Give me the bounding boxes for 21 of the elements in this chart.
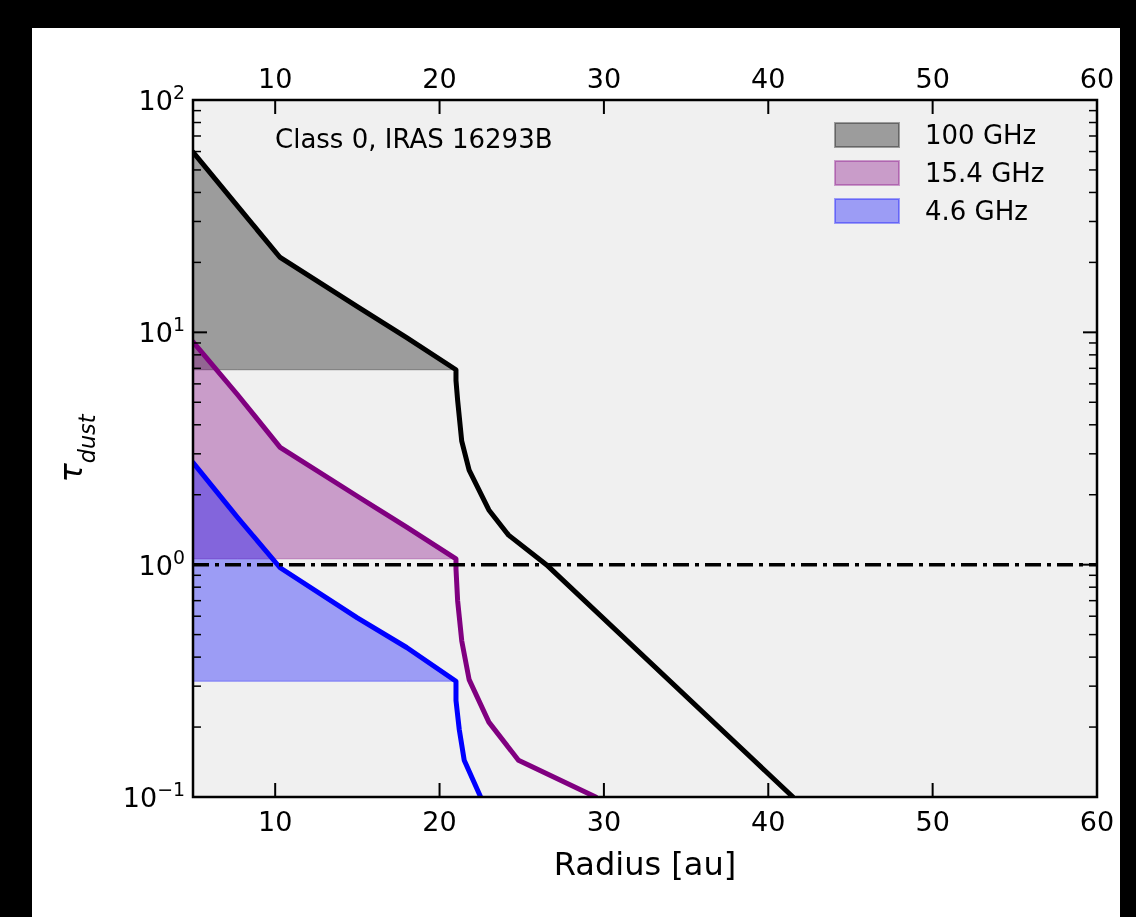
x2-tick-label: 30 xyxy=(586,806,622,837)
x2-tick-label: 60 xyxy=(1079,806,1115,837)
x-tick-label: 30 xyxy=(586,63,622,94)
y-tick-label: 10$^{0}$ xyxy=(138,545,185,581)
x2-tick-label: 10 xyxy=(258,806,293,837)
x-tick-label: 40 xyxy=(751,63,786,94)
x2-tick-label: 20 xyxy=(422,806,457,837)
x-tick-label: 50 xyxy=(915,63,950,94)
x-tick-label: 10 xyxy=(258,63,293,94)
y-tick-label: 10$^{2}$ xyxy=(138,81,185,116)
legend-label: 100 GHz xyxy=(925,120,1037,150)
x-tick-label: 20 xyxy=(422,63,457,94)
y-tick-label: 10$^{1}$ xyxy=(138,313,185,349)
annotation: Class 0, IRAS 16293B xyxy=(275,124,553,154)
x2-tick-label: 50 xyxy=(915,806,950,837)
legend-label: 15.4 GHz xyxy=(925,158,1045,188)
x2-tick-label: 40 xyxy=(751,806,786,837)
x-axis-title: Radius [au] xyxy=(553,845,737,883)
y-tick-label: 10$^{−1}$ xyxy=(122,778,185,813)
legend-label: 4.6 GHz xyxy=(925,196,1028,226)
x-tick-label: 60 xyxy=(1079,63,1115,94)
